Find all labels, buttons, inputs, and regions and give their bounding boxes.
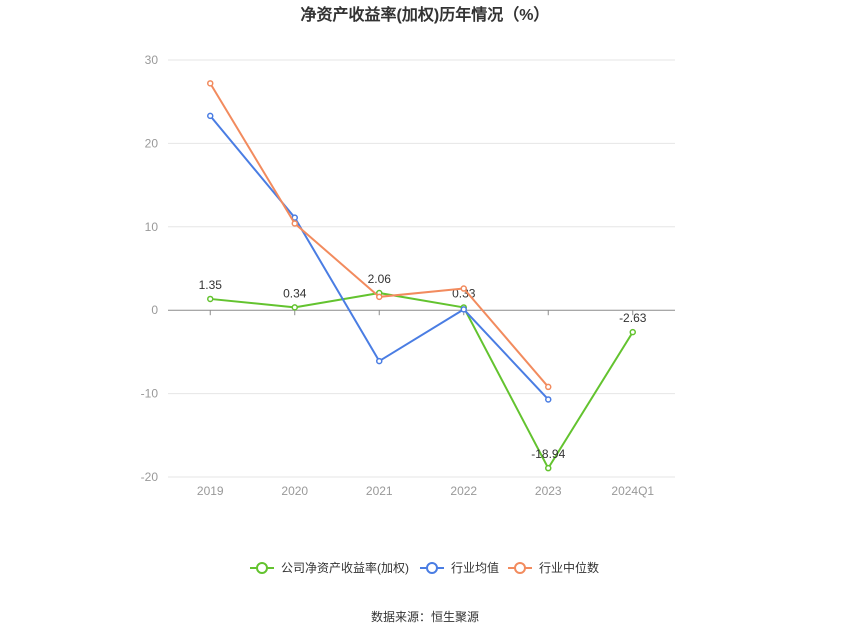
chart-title: 净资产收益率(加权)历年情况（%） (301, 5, 550, 24)
y-tick-label: -20 (141, 470, 159, 484)
legend-item[interactable]: 行业均值 (420, 560, 499, 575)
data-point (291, 220, 298, 227)
legend-label: 行业均值 (451, 560, 499, 575)
x-axis: 2019 2020 2021 2022 2023 2024Q1 (168, 309, 675, 498)
legend-item[interactable]: 行业中位数 (508, 560, 599, 575)
y-tick-label: 20 (145, 136, 159, 150)
data-point (460, 285, 467, 292)
data-point (207, 295, 214, 303)
data-label: -2.63 (619, 311, 647, 325)
legend-label: 公司净资产收益率(加权) (281, 560, 409, 575)
series-layer: 1.350.342.060.33-18.94-2.63 (199, 80, 647, 472)
legend-marker-icon (256, 562, 268, 574)
y-axis: 30 20 10 0 -10 -20 (141, 53, 159, 484)
y-tick-label: 0 (151, 303, 158, 317)
data-label: 0.34 (283, 286, 307, 300)
data-point (376, 293, 383, 301)
x-tick-label: 2022 (450, 484, 477, 498)
y-tick-label: 30 (145, 53, 159, 67)
data-point (545, 396, 552, 403)
x-tick-label: 2019 (197, 484, 224, 498)
legend-item[interactable]: 公司净资产收益率(加权) (250, 560, 409, 575)
x-tick-label: 2020 (281, 484, 308, 498)
series-line (209, 82, 550, 388)
series-line (210, 292, 634, 470)
series-0: 1.350.342.060.33-18.94-2.63 (199, 272, 647, 472)
legend-marker-icon (514, 562, 526, 574)
grid-lines (168, 59, 675, 478)
data-label: 2.06 (368, 272, 392, 286)
x-tick-label: 2021 (366, 484, 393, 498)
legend: 公司净资产收益率(加权) 行业均值 行业中位数 (250, 560, 599, 575)
data-point (545, 383, 552, 391)
series-line (209, 115, 549, 401)
data-point (460, 306, 467, 313)
data-point (376, 357, 383, 365)
legend-marker-icon (426, 562, 438, 574)
data-point (207, 112, 214, 120)
data-point (207, 80, 214, 87)
x-tick-label: 2023 (535, 484, 562, 498)
y-tick-label: 10 (145, 220, 159, 234)
legend-label: 行业中位数 (539, 560, 599, 575)
series-2 (207, 80, 552, 391)
data-label: -18.94 (531, 447, 565, 461)
x-tick-label: 2024Q1 (611, 484, 654, 498)
data-label: 1.35 (199, 278, 223, 292)
series-1 (207, 112, 552, 403)
data-point (291, 304, 298, 311)
data-point (629, 328, 636, 336)
y-tick-label: -10 (141, 387, 159, 401)
data-point (545, 464, 552, 472)
data-source-note: 数据来源：恒生聚源 (371, 609, 479, 624)
